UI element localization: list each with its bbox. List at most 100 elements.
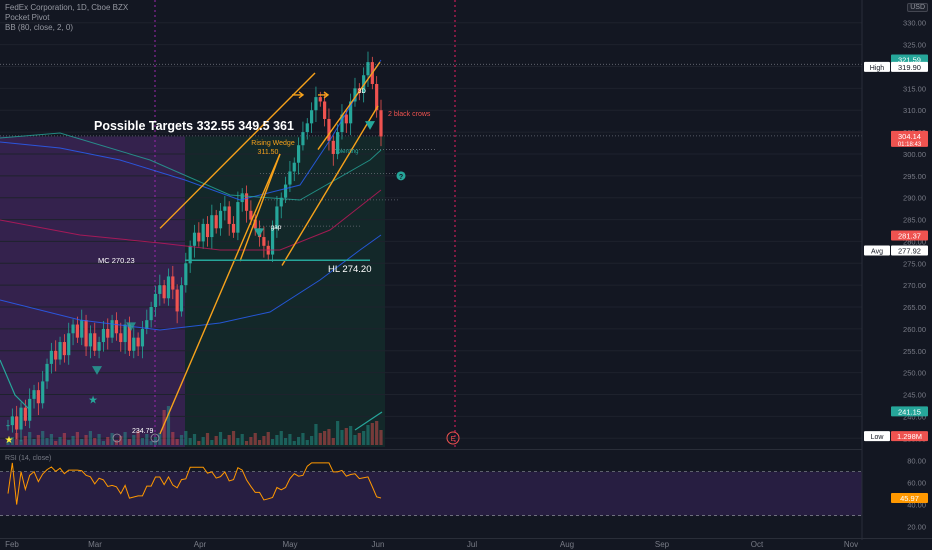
candle-body bbox=[305, 123, 309, 133]
volume-bar bbox=[275, 435, 279, 445]
volume-bar bbox=[19, 440, 23, 445]
arrow-icon bbox=[318, 91, 330, 99]
price-badge bbox=[891, 230, 928, 241]
price-badge-label: 277.92 bbox=[898, 247, 921, 256]
candle-body bbox=[379, 110, 383, 137]
volume-bar bbox=[123, 432, 127, 445]
time-tick-label: Jun bbox=[372, 540, 385, 549]
price-badge bbox=[891, 431, 928, 442]
volume-bar bbox=[97, 434, 101, 445]
rising-wedge-label: Rising Wedge bbox=[251, 140, 295, 147]
event-marker-icon bbox=[150, 433, 160, 443]
time-tick-label: May bbox=[282, 540, 297, 549]
volume-bar bbox=[201, 437, 205, 445]
symbol-title[interactable]: FedEx Corporation, 1D, Cboe BZX bbox=[5, 3, 129, 12]
currency-button[interactable]: USD bbox=[907, 3, 928, 12]
candle-body bbox=[49, 350, 53, 364]
volume-bar bbox=[379, 430, 383, 445]
volume-bar bbox=[283, 438, 288, 445]
volume-bar bbox=[292, 441, 296, 445]
volume-bar bbox=[75, 432, 79, 445]
candle-body bbox=[249, 210, 253, 220]
candle-body bbox=[375, 83, 379, 111]
volume-bar bbox=[327, 429, 331, 445]
rsi-tick-label: 60.00 bbox=[907, 479, 926, 488]
volume-bar bbox=[288, 434, 292, 445]
volume-bar bbox=[184, 431, 188, 445]
volume-bar bbox=[175, 439, 179, 445]
earnings-icon bbox=[446, 431, 460, 445]
time-tick-label: Aug bbox=[560, 540, 574, 549]
targets-annotation: Possible Targets 332.55 349.5 361 bbox=[94, 119, 294, 133]
price-badge-label: 321.59 bbox=[898, 56, 921, 65]
volume-bar bbox=[236, 438, 240, 445]
price-badge-label: 281.37 bbox=[898, 231, 921, 240]
price-tick-label: 310.00 bbox=[903, 106, 926, 115]
price-tick-label: 295.00 bbox=[903, 172, 926, 181]
volume-bar bbox=[71, 436, 75, 445]
down-triangle-icon bbox=[365, 121, 375, 130]
candle-body bbox=[71, 324, 75, 334]
candle-body bbox=[227, 206, 231, 224]
candle-body bbox=[184, 263, 188, 286]
volume-bar bbox=[218, 432, 223, 445]
volume-bar bbox=[353, 435, 357, 445]
arrow-icon bbox=[292, 91, 305, 99]
volume-bar bbox=[106, 437, 110, 445]
price-tick-label: 290.00 bbox=[903, 194, 926, 203]
volume-bar bbox=[6, 441, 10, 445]
candle-body bbox=[296, 145, 301, 163]
price-tick-label: 285.00 bbox=[903, 216, 926, 225]
badge-tag-label: Low bbox=[871, 434, 885, 441]
candle-body bbox=[214, 215, 218, 229]
candle-body bbox=[323, 101, 327, 119]
down-triangle-icon bbox=[92, 366, 102, 375]
volume-bar bbox=[166, 406, 171, 445]
candle-body bbox=[119, 333, 123, 343]
earnings-label: E bbox=[451, 436, 456, 443]
candle-body bbox=[188, 245, 192, 264]
rsi-tick-label: 20.00 bbox=[907, 523, 926, 532]
candle-body bbox=[6, 425, 10, 427]
candle-body bbox=[41, 381, 45, 404]
candle-body bbox=[88, 333, 93, 347]
wedge-lower-line bbox=[239, 153, 281, 262]
candle-body bbox=[292, 162, 296, 172]
volume-bar bbox=[162, 410, 166, 445]
time-tick-label: Apr bbox=[194, 540, 207, 549]
rsi-legend[interactable]: RSI (14, close) bbox=[5, 455, 52, 462]
candle-body bbox=[205, 223, 210, 238]
indicator-bollinger-bands[interactable]: BB (80, close, 2, 0) bbox=[5, 23, 74, 32]
volume-bar bbox=[188, 438, 192, 445]
signal-line bbox=[354, 411, 383, 431]
down-triangle-icon bbox=[254, 228, 264, 238]
candle-body bbox=[353, 88, 357, 102]
volume-bar bbox=[119, 436, 123, 445]
volume-bar bbox=[197, 441, 201, 445]
candle-body bbox=[201, 223, 205, 242]
signal-line bbox=[0, 359, 31, 411]
candle-body bbox=[58, 342, 62, 360]
price-tick-label: 330.00 bbox=[903, 19, 926, 28]
volume-bar bbox=[362, 431, 366, 445]
black-crows-label: 2 black crows bbox=[388, 111, 431, 118]
indicator-pocket-pivot[interactable]: Pocket Pivot bbox=[5, 13, 50, 22]
volume-bar bbox=[214, 436, 218, 445]
candle-body bbox=[314, 97, 318, 111]
candle-body bbox=[97, 342, 101, 351]
volume-bar bbox=[370, 423, 374, 445]
candle-body bbox=[231, 223, 236, 233]
wedge-lower-line bbox=[159, 153, 281, 435]
event-marker-icon bbox=[112, 433, 122, 443]
candle-body bbox=[67, 333, 71, 356]
volume-bar bbox=[36, 435, 40, 445]
price-badge-label: 241.15 bbox=[898, 407, 921, 416]
chart-legend: FedEx Corporation, 1D, Cboe BZX Pocket P… bbox=[5, 3, 128, 33]
volume-bar bbox=[15, 433, 19, 445]
candle-body bbox=[75, 324, 79, 338]
volume-bar bbox=[145, 434, 149, 445]
piercing-label: piercing bbox=[337, 149, 358, 155]
candle-body bbox=[331, 140, 335, 154]
bb-lower-line bbox=[0, 234, 382, 331]
